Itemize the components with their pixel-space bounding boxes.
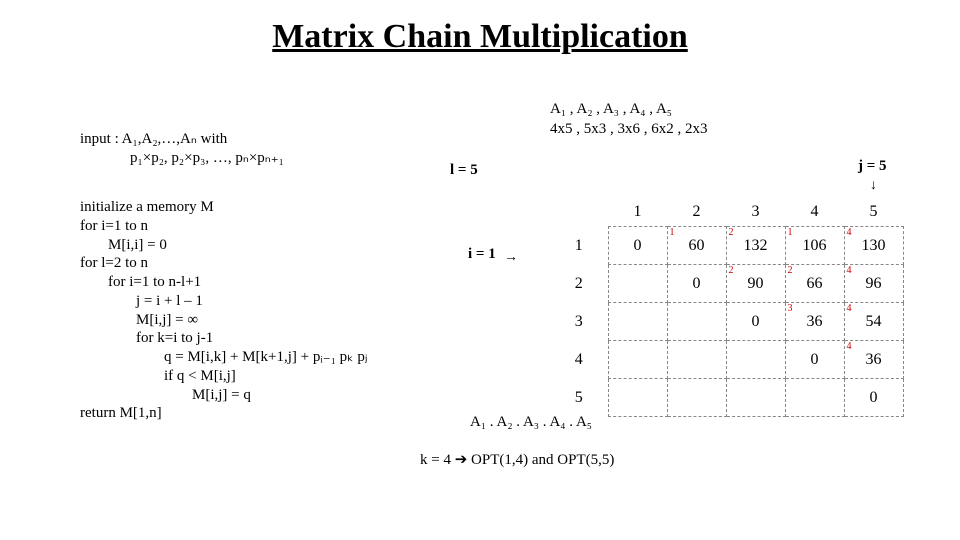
dp-cell: 0 [785,341,844,379]
algo-line: for i=1 to n [80,217,367,236]
col-header: 3 [726,198,785,227]
dp-cell: 454 [844,303,903,341]
dp-cell [667,341,726,379]
label-j: j = 5 [858,158,887,175]
algo-line: for i=1 to n-l+1 [108,273,367,292]
algo-line: M[i,j] = q [192,386,367,405]
dp-cell: 160 [667,227,726,265]
dp-cell [726,341,785,379]
input-definition: input : A₁,A₂,…,Aₙ with p₁×p₂, p₂×p₃, …,… [80,130,284,168]
dp-cell: 1106 [785,227,844,265]
algo-line: for l=2 to n [80,254,367,273]
matrix-sizes: 4x5 , 5x3 , 3x6 , 6x2 , 2x3 [550,120,708,140]
input-line1: input : A₁,A₂,…,Aₙ with [80,130,284,149]
dp-cell: 0 [608,227,667,265]
dp-cell: 496 [844,265,903,303]
input-line2: p₁×p₂, p₂×p₃, …, pₙ×pₙ₊₁ [130,149,284,168]
algo-line: return M[1,n] [80,404,367,423]
row-header: 2 [550,265,608,303]
dp-cell [608,265,667,303]
algo-line: if q < M[i,j] [164,367,367,386]
row-header: 4 [550,341,608,379]
row-header: 1 [550,227,608,265]
dp-cell: 0 [726,303,785,341]
matrix-names: A₁ , A₂ , A₃ , A₄ , A₅ [550,100,708,120]
algorithm-pseudocode: initialize a memory Mfor i=1 to nM[i,i] … [80,198,367,423]
col-header: 2 [667,198,726,227]
dp-cell [726,379,785,417]
dp-cell: 2132 [726,227,785,265]
matrix-dimensions: A₁ , A₂ , A₃ , A₄ , A₅ 4x5 , 5x3 , 3x6 ,… [550,100,708,139]
dp-cell: 266 [785,265,844,303]
dp-cell [608,379,667,417]
dp-cell [667,379,726,417]
dp-cell: 336 [785,303,844,341]
algo-line: initialize a memory M [80,198,367,217]
col-header: 5 [844,198,903,227]
dp-cell [608,341,667,379]
algo-line: for k=i to j-1 [136,329,367,348]
col-header: 1 [608,198,667,227]
dp-cell [608,303,667,341]
algo-line: M[i,i] = 0 [108,236,367,255]
col-header: 4 [785,198,844,227]
algo-line: j = i + l – 1 [136,292,367,311]
dp-cell [785,379,844,417]
algo-line: q = M[i,k] + M[k+1,j] + pᵢ₋₁ pₖ pⱼ [164,348,367,367]
label-i: i = 1 [468,246,496,263]
dp-table: 1234510160213211064130202902664963033645… [550,198,904,417]
opt-split-line: k = 4 ➔ OPT(1,4) and OPT(5,5) [420,450,614,469]
arrow-right-icon: → [504,250,518,266]
dp-cell: 0 [667,265,726,303]
dp-cell: 4130 [844,227,903,265]
matrix-chain: A₁ . A₂ . A₃ . A₄ . A₅ [470,414,592,431]
label-l: l = 5 [450,162,478,179]
dp-cell: 290 [726,265,785,303]
arrow-down-icon: ↓ [870,178,877,194]
row-header: 3 [550,303,608,341]
row-header: 5 [550,379,608,417]
dp-cell: 0 [844,379,903,417]
algo-line: M[i,j] = ∞ [136,311,367,330]
dp-cell [667,303,726,341]
dp-cell: 436 [844,341,903,379]
slide-title: Matrix Chain Multiplication [0,18,960,56]
